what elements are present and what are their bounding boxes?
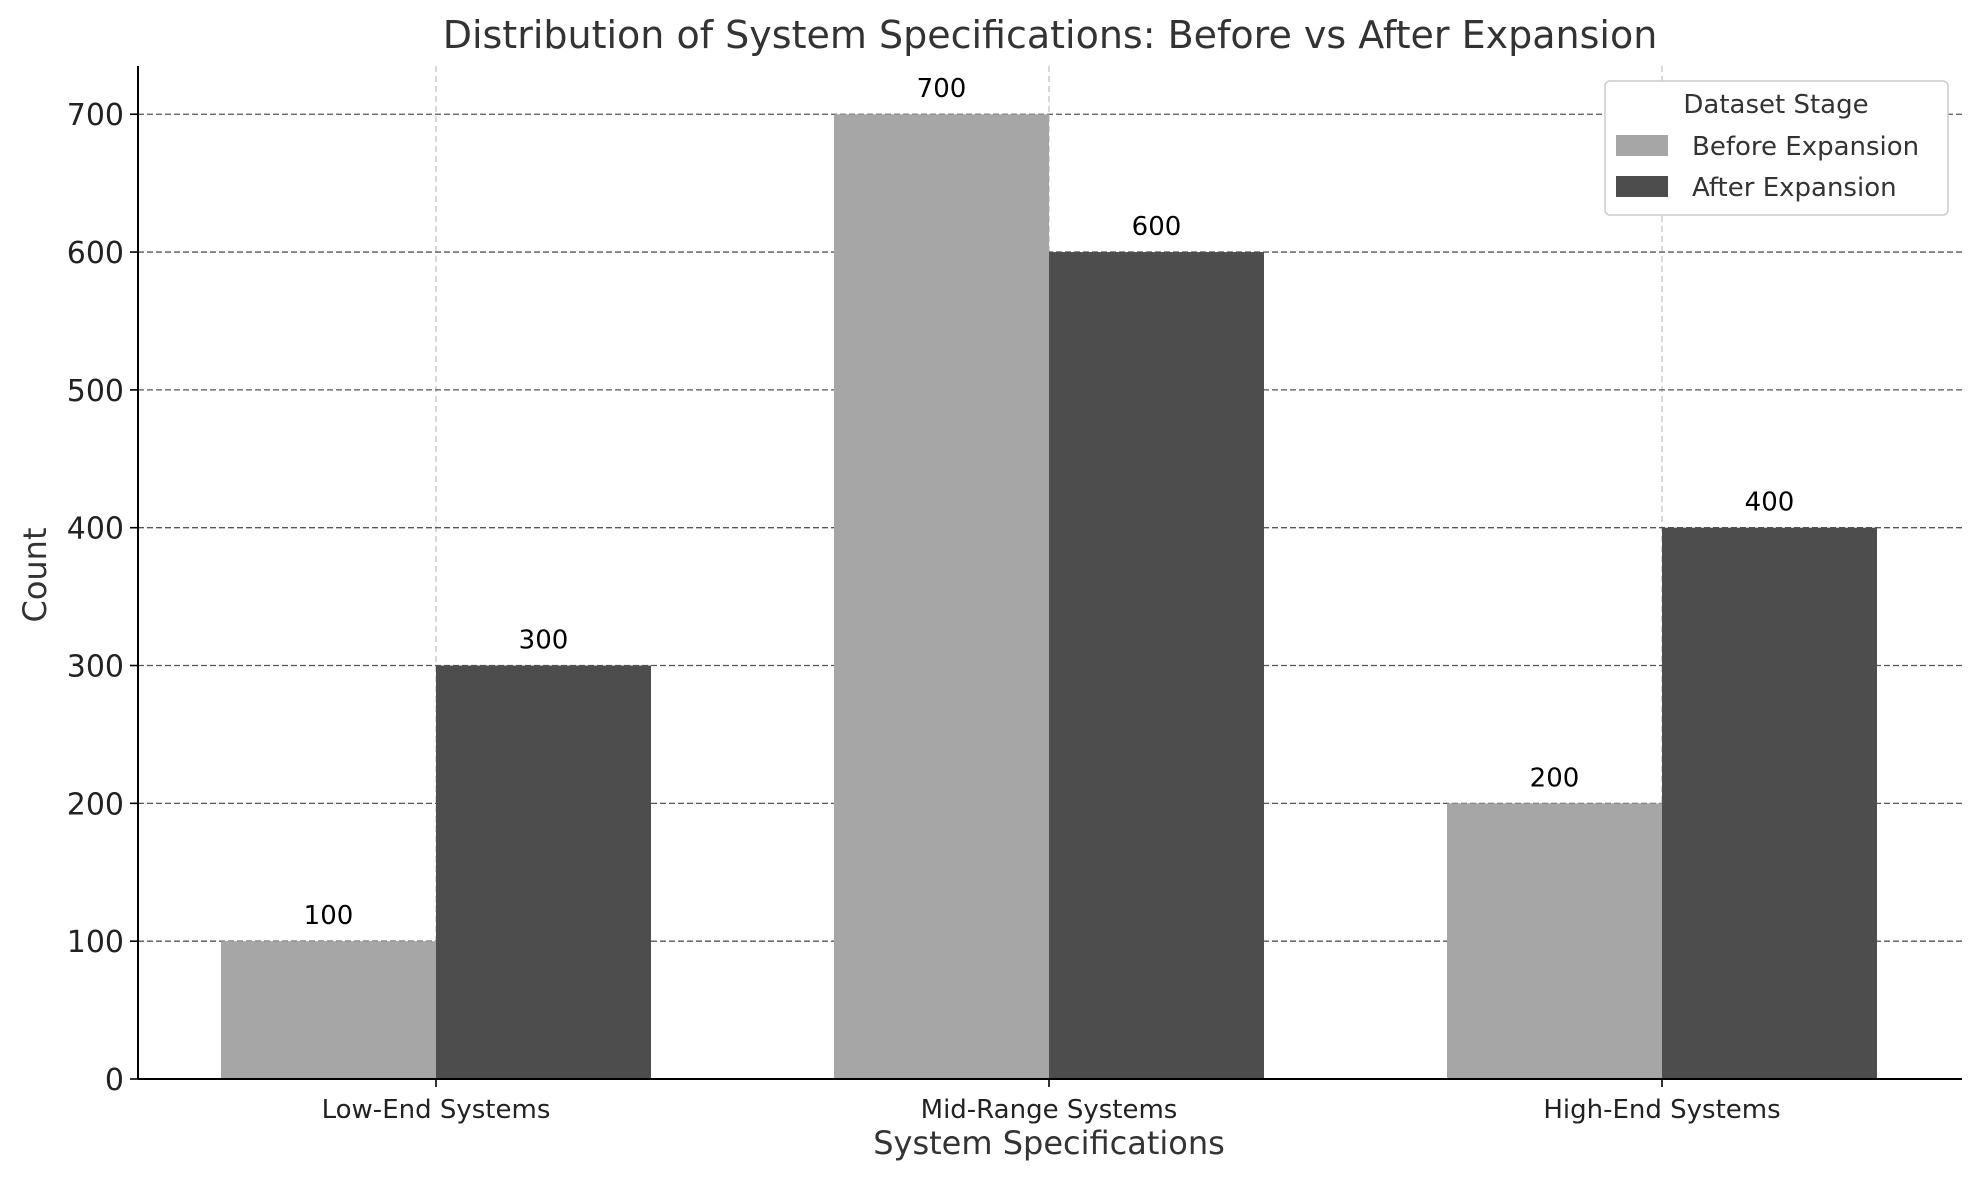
data-label: 100 — [304, 901, 354, 931]
y-axis-label: Count — [16, 527, 54, 622]
legend-swatch-before — [1616, 135, 1668, 156]
legend-title: Dataset Stage — [1683, 90, 1868, 120]
legend-swatch-after — [1616, 176, 1668, 197]
data-label: 200 — [1530, 763, 1580, 793]
bar-before-1 — [834, 114, 1049, 1079]
bar-after-0 — [436, 665, 651, 1079]
data-label: 300 — [519, 626, 569, 656]
x-tick-label: High-End Systems — [1543, 1095, 1780, 1125]
chart-title: Distribution of System Specifications: B… — [443, 13, 1658, 57]
legend-label-before: Before Expansion — [1692, 132, 1919, 162]
bar-before-2 — [1447, 803, 1662, 1079]
y-tick-label: 200 — [67, 787, 124, 822]
x-tick-label: Low-End Systems — [322, 1095, 551, 1125]
y-tick-label: 400 — [67, 512, 124, 547]
bar-before-0 — [221, 941, 436, 1079]
bar-after-2 — [1662, 527, 1877, 1079]
y-tick-label: 700 — [67, 98, 124, 133]
y-tick-label: 600 — [67, 236, 124, 271]
data-label: 400 — [1745, 488, 1795, 518]
data-label: 600 — [1132, 212, 1182, 242]
y-tick-label: 300 — [67, 650, 124, 685]
y-tick-label: 100 — [67, 925, 124, 960]
y-tick-label: 500 — [67, 374, 124, 409]
bar-after-1 — [1049, 252, 1264, 1079]
legend-label-after: After Expansion — [1692, 173, 1897, 203]
axes-layer: 0 100 200 300 400 500 600 700 Low-End Systems Mid… — [67, 66, 1962, 1125]
bars-layer — [221, 114, 1877, 1079]
x-tick-label: Mid-Range Systems — [921, 1095, 1178, 1125]
x-axis-label: System Specifications — [873, 1124, 1225, 1162]
data-labels-layer: 100 700 200 300 600 400 — [304, 74, 1795, 931]
data-label: 700 — [917, 74, 967, 104]
y-tick-label: 0 — [105, 1063, 124, 1098]
legend: Dataset Stage Before Expansion After Exp… — [1604, 80, 1949, 216]
legend-box — [1604, 80, 1949, 216]
